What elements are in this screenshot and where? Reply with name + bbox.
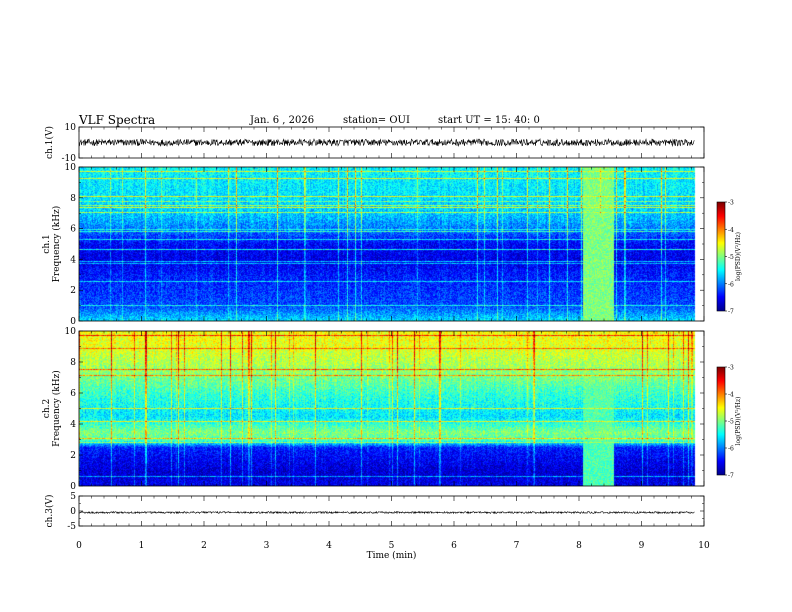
ch3-waveform-trace <box>79 510 695 515</box>
colorbar-tick-label: -6 <box>728 446 734 453</box>
x-tick-label: 10 <box>698 541 710 551</box>
colorbar-tick-label: -5 <box>728 419 734 426</box>
colorbar-label: log(PSD)(V²/Hz) <box>735 232 742 281</box>
ch2-spectrogram-ylabel-channel: ch.2 <box>42 399 52 418</box>
ch1-spectrogram-ylabel-channel: ch.1 <box>42 234 52 253</box>
colorbar-tick-label: -4 <box>728 392 734 399</box>
y-tick-label: 0 <box>70 507 76 517</box>
x-tick-label: 6 <box>451 541 457 551</box>
ch1-spectrogram-image <box>79 167 704 321</box>
colorbar-tick-label: -5 <box>728 254 734 261</box>
ch1-spectrogram-ylabel-units: Frequency (kHz) <box>51 206 62 283</box>
y-tick-label: 8 <box>70 194 76 204</box>
y-tick-label: -10 <box>62 154 77 164</box>
y-tick-label: -5 <box>67 522 76 532</box>
x-tick-label: 1 <box>139 541 145 551</box>
ch2-spectrogram-image <box>79 331 704 486</box>
x-tick-label: 2 <box>201 541 207 551</box>
colorbar-1 <box>717 202 725 311</box>
x-tick-label: 8 <box>576 541 582 551</box>
ch1-spectrogram <box>79 167 704 321</box>
x-tick-label: 0 <box>76 541 82 551</box>
station-label: station= OUI <box>343 115 410 126</box>
colorbar-tick-label: -3 <box>728 365 734 372</box>
colorbar-2 <box>717 367 725 475</box>
x-tick-label: 4 <box>326 541 332 551</box>
y-tick-label: 6 <box>70 389 76 399</box>
figure-title: VLF Spectra <box>79 113 156 127</box>
y-tick-label: 10 <box>65 163 77 173</box>
y-tick-label: 0 <box>70 317 76 327</box>
y-tick-label: 2 <box>70 451 76 461</box>
colorbar-tick-label: -7 <box>728 473 734 480</box>
y-tick-label: 5 <box>70 492 76 502</box>
y-tick-label: 6 <box>70 225 76 235</box>
colorbar-tick-label: -3 <box>728 200 734 207</box>
ch2-spectrogram <box>79 331 704 486</box>
x-tick-label: 7 <box>514 541 520 551</box>
colorbar-tick-label: -4 <box>728 227 734 234</box>
colorbar-tick-label: -7 <box>728 309 734 316</box>
date-label: Jan. 6 , 2026 <box>250 115 315 126</box>
x-tick-label: 9 <box>639 541 645 551</box>
y-tick-label: 8 <box>70 358 76 368</box>
y-tick-label: 10 <box>65 123 77 133</box>
ch1-waveform-trace <box>79 137 695 147</box>
x-axis-label: Time (min) <box>367 550 417 561</box>
x-tick-label: 5 <box>389 541 395 551</box>
ch3-waveform-ylabel: ch.3(V) <box>44 495 55 528</box>
ch2-spectrogram-ylabel-units: Frequency (kHz) <box>51 370 62 447</box>
ch1-waveform-ylabel: ch.1(V) <box>44 126 55 159</box>
colorbar-tick-label: -6 <box>728 281 734 288</box>
colorbar-label: log(PSD)(V²/Hz) <box>735 397 742 446</box>
y-tick-label: 2 <box>70 286 76 296</box>
start-time-label: start UT = 15: 40: 0 <box>438 115 540 126</box>
y-tick-label: 0 <box>70 482 76 492</box>
y-tick-label: 10 <box>65 327 77 337</box>
x-tick-label: 3 <box>264 541 270 551</box>
y-tick-label: 4 <box>70 255 76 265</box>
y-tick-label: 4 <box>70 420 76 430</box>
